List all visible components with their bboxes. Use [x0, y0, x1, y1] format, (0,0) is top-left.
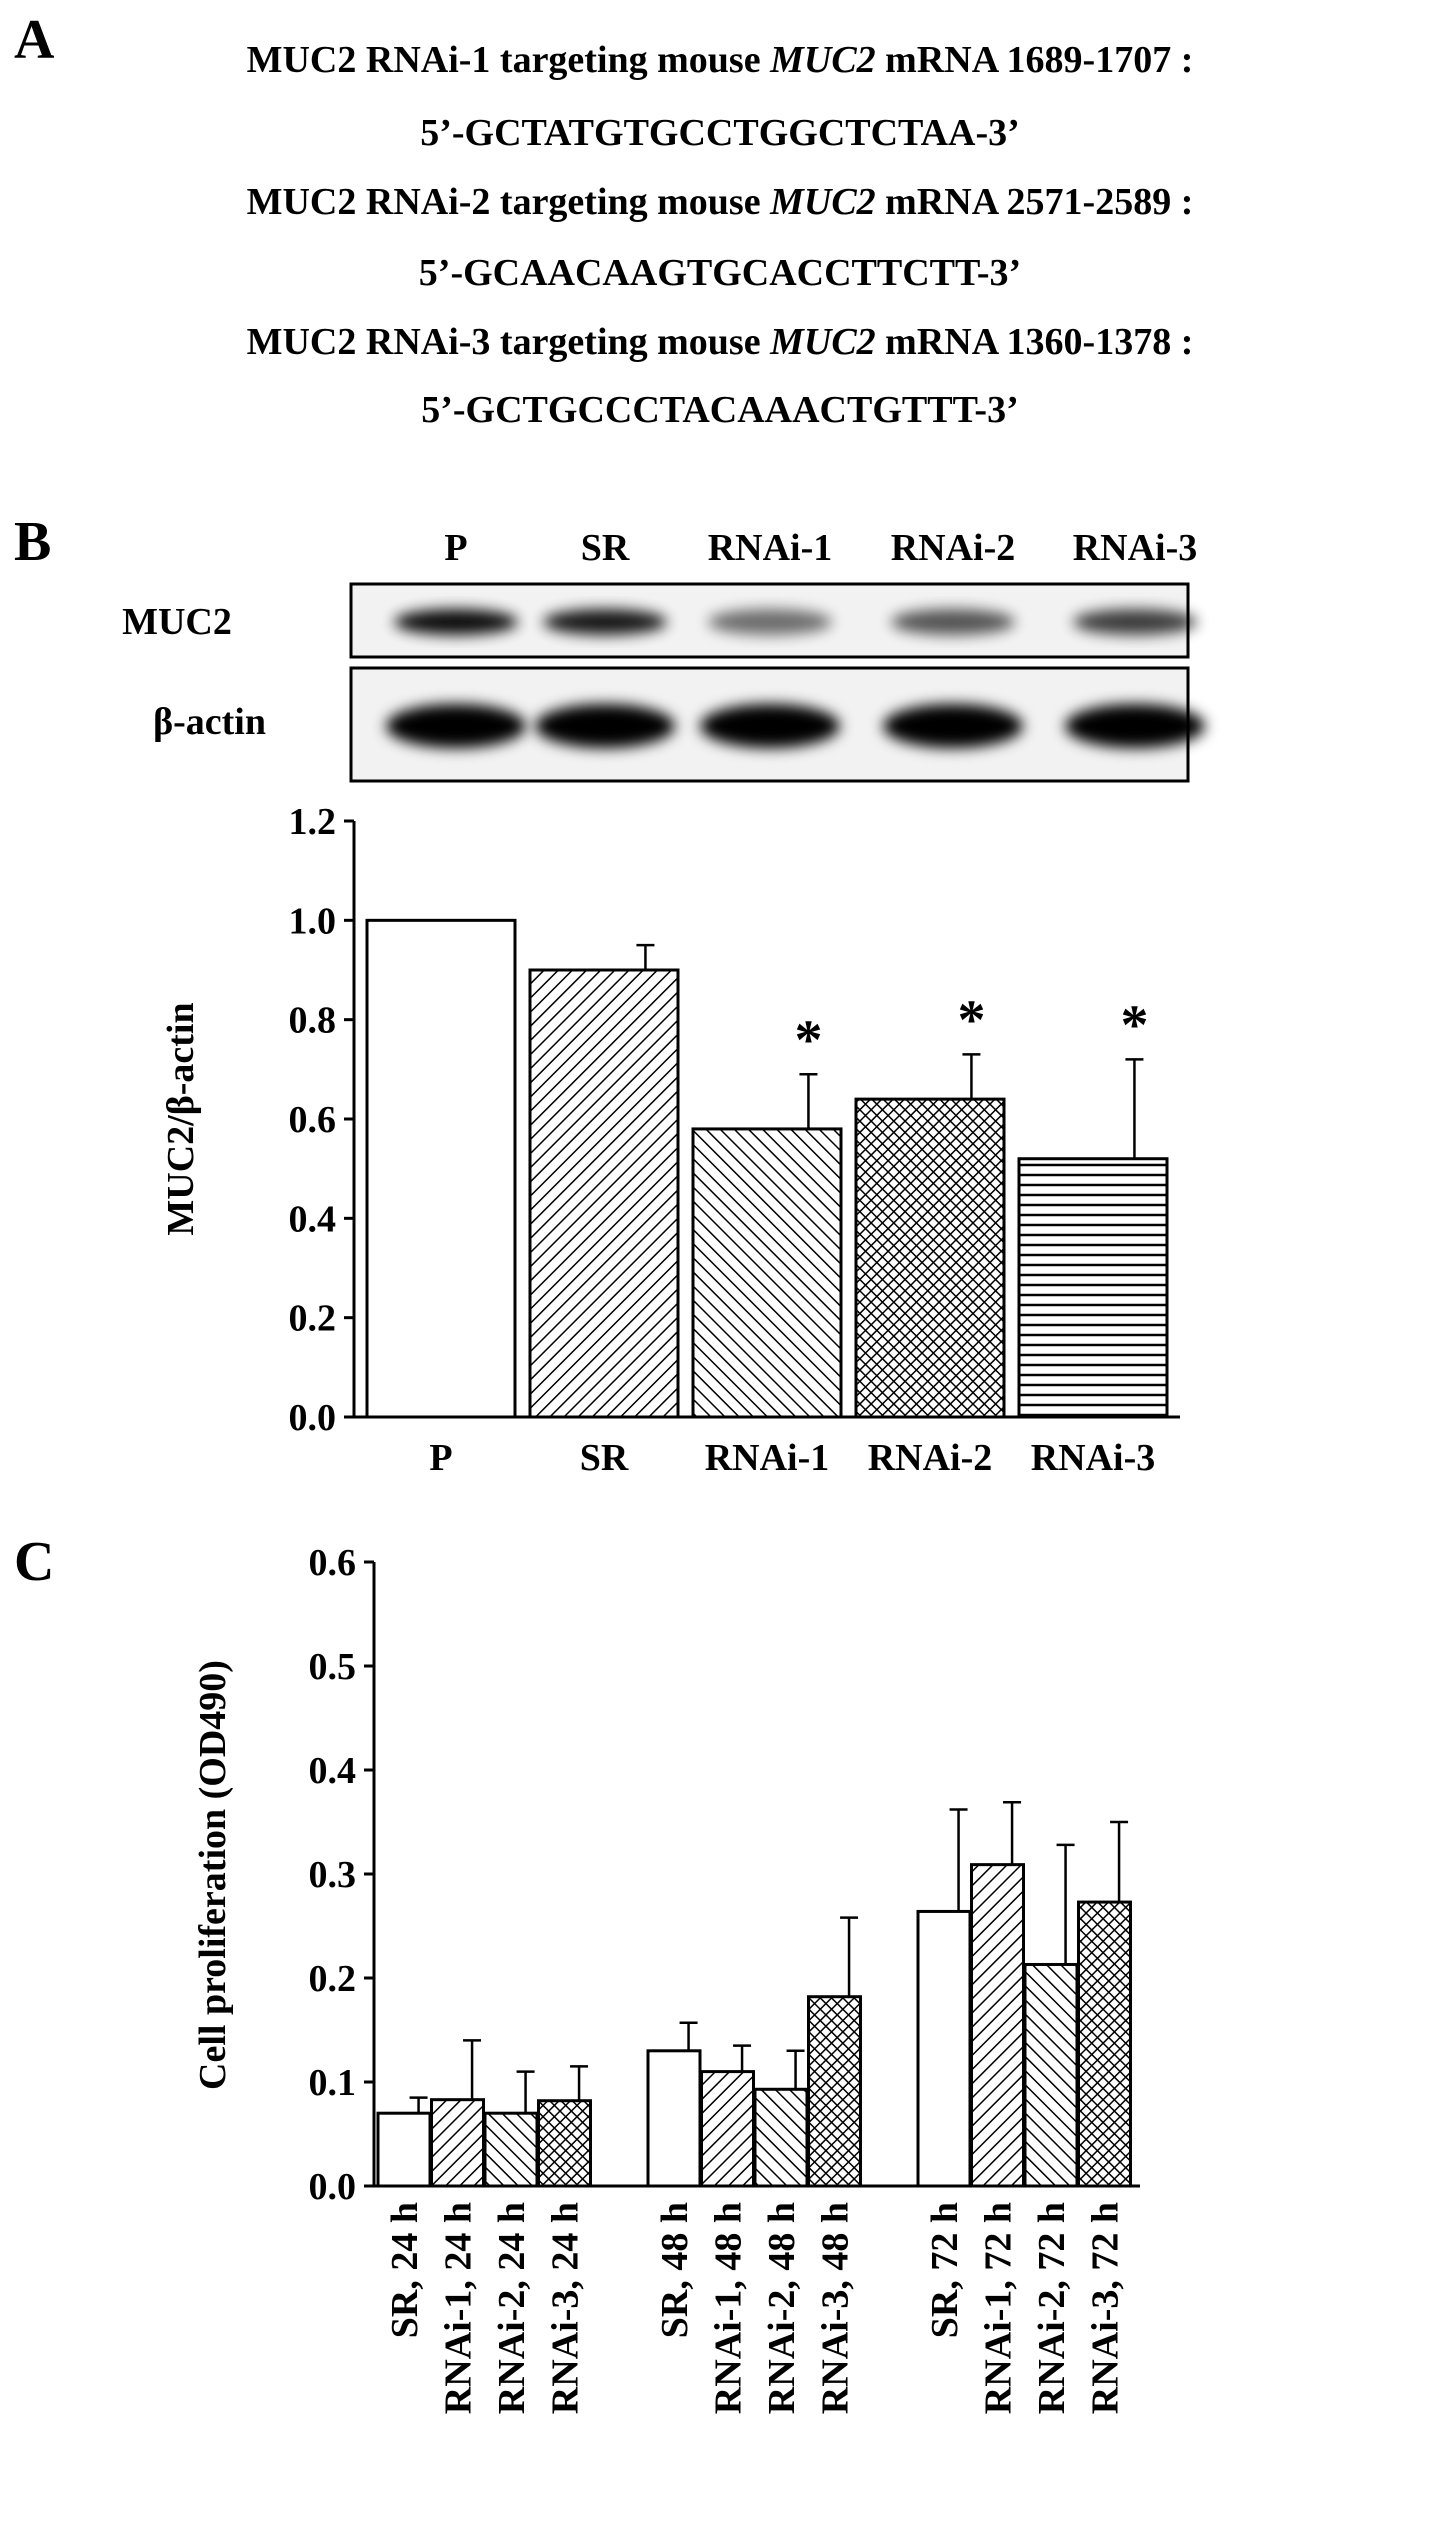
y-tick-label: 0.2	[309, 1958, 357, 2000]
row-label: MUC2	[122, 601, 232, 643]
y-tick-label: 0.0	[289, 1397, 337, 1439]
x-tick-label: SR, 48 h	[654, 2202, 696, 2338]
y-tick-label: 0.3	[309, 1854, 357, 1896]
bar	[646, 2049, 702, 2188]
target-line: MUC2 RNAi-2 targeting mouse MUC2 mRNA 25…	[247, 181, 1194, 223]
target-text: MUC2 RNAi-3 targeting mouse	[247, 321, 770, 363]
bar	[1023, 1962, 1079, 2188]
y-tick-label: 0.2	[289, 1298, 337, 1340]
band	[883, 704, 1023, 748]
lane-label: SR	[581, 527, 630, 569]
y-axis-label: Cell proliferation (OD490)	[192, 1660, 234, 2090]
x-tick-label: RNAi-3	[1031, 1437, 1156, 1479]
target-line: MUC2 RNAi-1 targeting mouse MUC2 mRNA 16…	[247, 39, 1194, 81]
bar	[700, 2070, 755, 2188]
bar	[854, 1097, 1006, 1419]
target-text: mRNA 1360-1378 :	[876, 321, 1194, 363]
x-tick-label: RNAi-2	[868, 1437, 993, 1479]
y-tick-label: 0.4	[289, 1198, 337, 1240]
lane-label: RNAi-3	[1073, 527, 1198, 569]
x-tick-label: P	[429, 1437, 452, 1479]
y-tick-label: 1.0	[289, 900, 337, 942]
y-tick-label: 0.0	[309, 2166, 357, 2208]
x-tick-label: RNAi-3, 48 h	[815, 2202, 857, 2414]
bar	[807, 1995, 862, 2188]
row-label: β-actin	[153, 701, 266, 743]
gene-name: MUC2	[769, 181, 876, 223]
lane-label: RNAi-1	[708, 527, 833, 569]
bar	[365, 918, 517, 1419]
y-axis-label: MUC2/β-actin	[160, 1002, 202, 1235]
y-tick-label: 0.5	[309, 1646, 357, 1688]
sequence: 5’-GCTGCCCTACAAACTGTTT-3’	[421, 389, 1018, 431]
bar	[528, 968, 680, 1419]
band	[1065, 704, 1205, 748]
band	[394, 609, 518, 635]
bar	[753, 2087, 809, 2188]
target-text: mRNA 1689-1707 :	[876, 39, 1194, 81]
x-tick-label: SR, 24 h	[384, 2202, 426, 2338]
x-tick-label: RNAi-3, 72 h	[1085, 2202, 1127, 2414]
target-text: MUC2 RNAi-2 targeting mouse	[247, 181, 770, 223]
bar	[376, 2111, 432, 2188]
panel-label: C	[14, 1531, 54, 1593]
band	[700, 704, 840, 748]
bar-chart: MUC2/β-actin 0.0 0.2 0.4 0.6 0.8 1.0 1.2 P SR * RNA…	[160, 801, 1180, 1479]
western-blot: P SR RNAi-1 RNAi-2 RNAi-3 MUC2 β-actin	[122, 527, 1205, 783]
band	[708, 609, 832, 635]
y-tick-label: 0.8	[289, 1000, 337, 1042]
bar	[916, 1909, 972, 2188]
x-tick-label: RNAi-1, 48 h	[708, 2202, 750, 2414]
bar	[430, 2098, 485, 2188]
band	[386, 704, 526, 748]
bar	[1017, 1157, 1169, 1419]
gene-name: MUC2	[769, 321, 876, 363]
significance: *	[957, 989, 985, 1051]
panel-a: MUC2 RNAi-1 targeting mouse MUC2 mRNA 16…	[247, 39, 1194, 431]
x-tick-label: SR	[580, 1437, 629, 1479]
band	[535, 704, 675, 748]
y-tick-label: 0.4	[309, 1750, 357, 1792]
bar	[537, 2099, 592, 2188]
bar	[1077, 1900, 1132, 2188]
x-tick-label: RNAi-2, 72 h	[1031, 2202, 1073, 2414]
x-tick-label: RNAi-1, 24 h	[438, 2202, 480, 2414]
bar-chart: C Cell proliferation (OD490) 0.0 0.1 0.2 0.3 0…	[14, 1531, 1140, 2414]
sequence: 5’-GCAACAAGTGCACCTTCTT-3’	[419, 252, 1021, 294]
band	[1073, 609, 1197, 635]
x-tick-label: RNAi-2, 24 h	[491, 2202, 533, 2414]
target-line: MUC2 RNAi-3 targeting mouse MUC2 mRNA 13…	[247, 321, 1194, 363]
panel-label: B	[14, 511, 51, 573]
band	[891, 609, 1015, 635]
y-tick-label: 0.6	[309, 1542, 357, 1584]
y-tick-label: 1.2	[289, 801, 337, 843]
y-tick-label: 0.1	[309, 2062, 357, 2104]
x-tick-label: RNAi-1, 72 h	[978, 2202, 1020, 2414]
bar	[970, 1863, 1025, 2188]
band	[543, 609, 667, 635]
significance: *	[1120, 994, 1148, 1056]
panel-label: A	[14, 9, 55, 71]
sequence: 5’-GCTATGTGCCTGGCTCTAA-3’	[420, 112, 1020, 154]
y-tick-label: 0.6	[289, 1099, 337, 1141]
x-tick-label: RNAi-1	[705, 1437, 830, 1479]
x-tick-label: RNAi-2, 48 h	[761, 2202, 803, 2414]
target-text: MUC2 RNAi-1 targeting mouse	[247, 39, 770, 81]
lane-label: P	[444, 527, 467, 569]
lane-label: RNAi-2	[891, 527, 1016, 569]
bar	[483, 2111, 539, 2188]
target-text: mRNA 2571-2589 :	[876, 181, 1194, 223]
gene-name: MUC2	[769, 39, 876, 81]
bar	[691, 1127, 843, 1419]
x-tick-label: SR, 72 h	[924, 2202, 966, 2338]
x-tick-label: RNAi-3, 24 h	[545, 2202, 587, 2414]
significance: *	[794, 1009, 822, 1071]
